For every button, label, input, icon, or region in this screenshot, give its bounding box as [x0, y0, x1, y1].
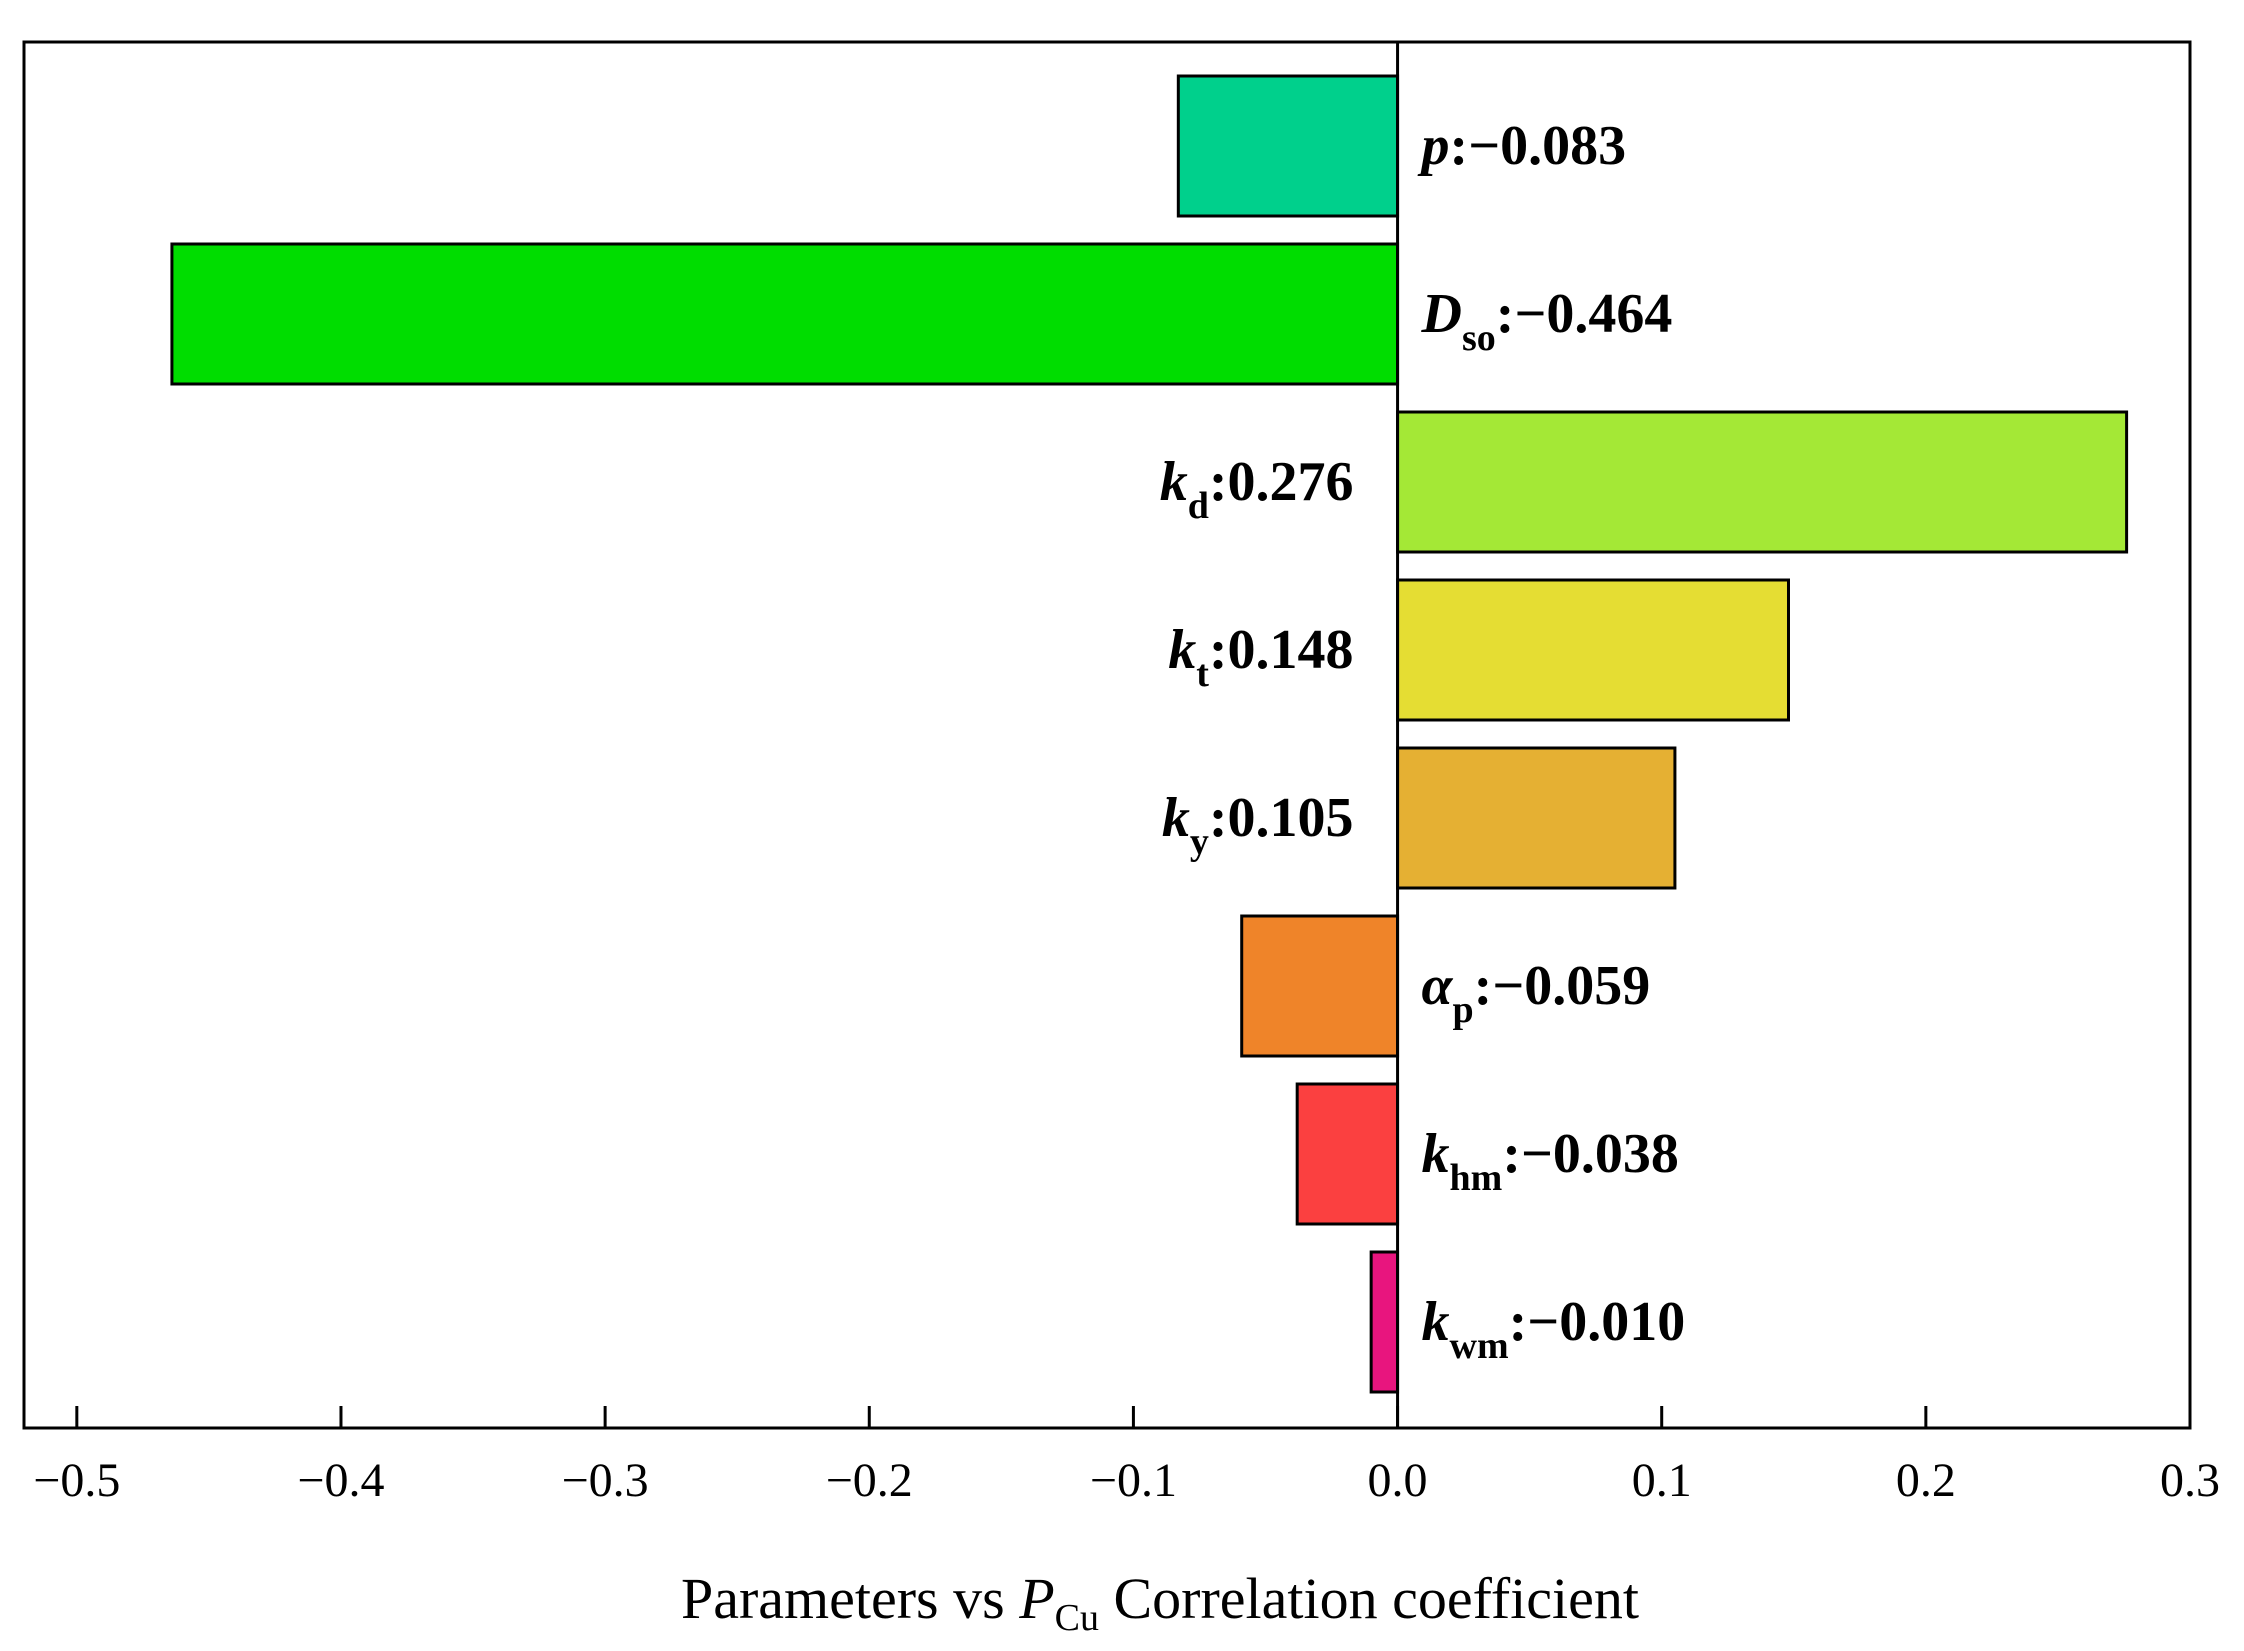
bar-label-symbol: α — [1422, 955, 1454, 1017]
x-tick-label: −0.2 — [826, 1454, 913, 1507]
x-axis-title-subscript: Cu — [1055, 1597, 1099, 1639]
bar-label-3: kt:0.148 — [1168, 619, 1353, 695]
bars — [170, 74, 2129, 1394]
bar-label-subscript: hm — [1450, 1157, 1503, 1199]
bar-label-value: :−0.059 — [1474, 955, 1651, 1017]
bar-label-2: kd:0.276 — [1160, 451, 1354, 527]
x-tick-label: −0.5 — [33, 1454, 120, 1507]
bar-label-symbol: k — [1162, 787, 1190, 849]
bar-label-symbol: p — [1418, 115, 1450, 177]
bar-label-0: p:−0.083 — [1418, 115, 1627, 177]
bar-label-value: :−0.038 — [1502, 1123, 1679, 1185]
plot-frame — [22, 40, 2192, 1430]
bar-4 — [1396, 746, 1677, 890]
bar-labels: p:−0.083Dso:−0.464kd:0.276kt:0.148ky:0.1… — [1160, 115, 1685, 1367]
bar-label-subscript: wm — [1450, 1325, 1509, 1367]
x-axis-title-symbol: P — [1018, 1566, 1054, 1631]
bar-label-subscript: t — [1196, 653, 1209, 695]
x-tick-label: −0.1 — [1090, 1454, 1177, 1507]
bar-3 — [1396, 578, 1790, 722]
bar-label-subscript: d — [1188, 485, 1209, 527]
bar-2 — [1396, 410, 2129, 554]
x-axis-ticks: −0.5 −0.4 −0.3 −0.2 −0.1 0.0 0.1 0.2 0.3 — [33, 1406, 2220, 1507]
bar-label-subscript: y — [1190, 821, 1209, 863]
x-tick-label: 0.0 — [1368, 1454, 1428, 1507]
bar-label-value: :−0.083 — [1450, 115, 1627, 177]
x-tick-label: 0.1 — [1632, 1454, 1692, 1507]
bar-label-4: ky:0.105 — [1162, 787, 1354, 863]
x-tick-label: −0.4 — [297, 1454, 384, 1507]
bar-label-value: :−0.010 — [1509, 1291, 1686, 1353]
bar-5 — [1240, 914, 1400, 1058]
x-axis-title-prefix: Parameters vs — [681, 1566, 1019, 1631]
bar-6 — [1295, 1082, 1400, 1226]
bar-label-value: :0.276 — [1209, 451, 1354, 513]
bar-label-7: kwm:−0.010 — [1422, 1291, 1686, 1367]
bar-label-symbol: k — [1160, 451, 1188, 513]
bar-label-symbol: k — [1168, 619, 1196, 681]
bar-1 — [170, 242, 1400, 386]
bar-label-5: αp:−0.059 — [1422, 955, 1651, 1031]
bar-label-1: Dso:−0.464 — [1421, 283, 1673, 359]
bar-7 — [1369, 1250, 1400, 1394]
x-axis-title: Parameters vs PCu Correlation coefficien… — [681, 1566, 1639, 1639]
bar-label-value: :0.148 — [1209, 619, 1354, 681]
bar-label-6: khm:−0.038 — [1422, 1123, 1679, 1199]
bar-label-symbol: k — [1422, 1291, 1450, 1353]
x-tick-label: 0.3 — [2160, 1454, 2220, 1507]
bar-label-subscript: so — [1462, 317, 1496, 359]
bar-label-symbol: k — [1422, 1123, 1450, 1185]
bar-label-value: :0.105 — [1209, 787, 1354, 849]
x-tick-label: −0.3 — [562, 1454, 649, 1507]
x-axis-title-suffix: Correlation coefficient — [1099, 1566, 1639, 1631]
bar-label-symbol: D — [1421, 283, 1462, 345]
bar-label-value: :−0.464 — [1496, 283, 1673, 345]
bar-0 — [1176, 74, 1400, 218]
x-tick-label: 0.2 — [1896, 1454, 1956, 1507]
bar-label-subscript: p — [1453, 989, 1474, 1031]
